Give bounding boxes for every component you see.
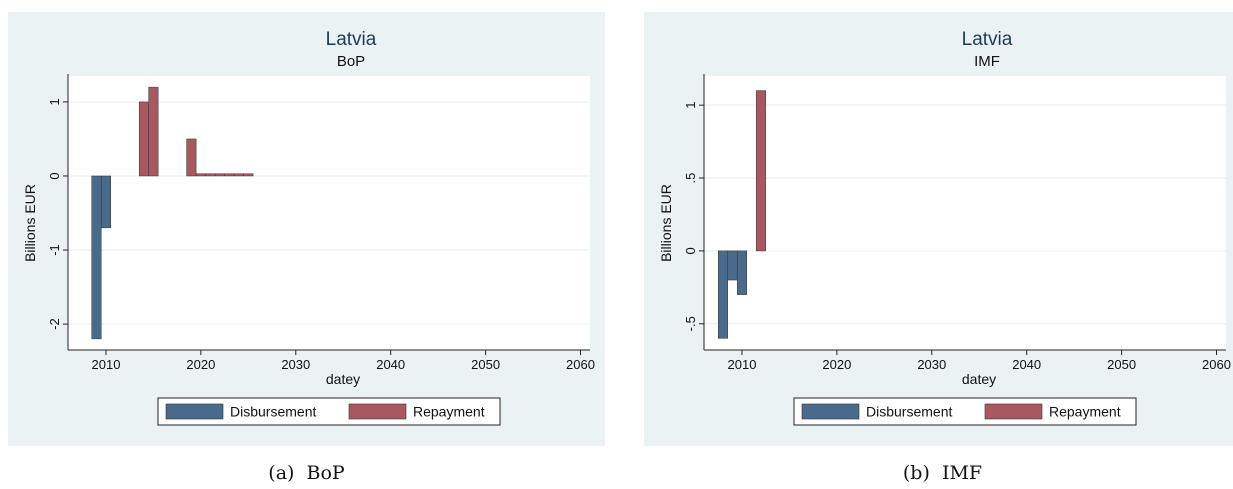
y-tick-label: .5 bbox=[683, 173, 698, 184]
legend-label-repayment: Repayment bbox=[413, 404, 485, 420]
bar-repayment bbox=[755, 90, 766, 252]
x-tick-label: 2010 bbox=[728, 357, 757, 372]
legend-swatch-repayment bbox=[348, 403, 407, 420]
chart-imf-svg: Latvia IMF -.5 0 .5 1 2010 2020 2030 2040 2050 2060… bbox=[658, 29, 1231, 426]
chart-panel-imf: Latvia IMF -.5 0 .5 1 2010 2020 2030 2040 2050 2060… bbox=[644, 12, 1233, 446]
y-axis-label: Billions EUR bbox=[658, 184, 674, 262]
chart-subtitle: IMF bbox=[974, 53, 1000, 70]
chart-panel-bop: Latvia BoP -2 -1 0 1 2010 2020 2030 2040 2050 2060 d… bbox=[8, 12, 605, 446]
bar-repayment bbox=[138, 101, 149, 177]
legend-swatch-disbursement bbox=[165, 403, 224, 420]
legend-label-disbursement: Disbursement bbox=[866, 404, 952, 420]
legend-swatch-disbursement bbox=[801, 403, 860, 420]
bar-repayment bbox=[205, 173, 216, 177]
figure-caption-a: (a) BoP bbox=[8, 462, 605, 484]
legend: Disbursement Repayment bbox=[157, 397, 501, 426]
bar-repayment bbox=[233, 173, 244, 177]
caption-text: BoP bbox=[306, 462, 345, 484]
bar-disbursement bbox=[91, 175, 102, 340]
y-tick-label: -2 bbox=[47, 318, 62, 330]
bar-disbursement bbox=[736, 250, 747, 295]
legend-label-repayment: Repayment bbox=[1049, 404, 1121, 420]
caption-label: (b) bbox=[902, 462, 930, 484]
bar-repayment bbox=[224, 173, 235, 177]
plot-area bbox=[704, 76, 1226, 350]
y-tick-label: 0 bbox=[47, 172, 62, 179]
bar-disbursement bbox=[717, 250, 728, 339]
chart-title: Latvia bbox=[962, 29, 1013, 50]
chart-title: Latvia bbox=[326, 29, 377, 50]
x-tick-label: 2020 bbox=[186, 357, 215, 372]
legend-swatch-repayment bbox=[984, 403, 1043, 420]
x-tick-label: 2060 bbox=[566, 357, 595, 372]
y-tick-label: 1 bbox=[47, 98, 62, 105]
y-tick-label: 0 bbox=[683, 247, 698, 254]
legend-label-disbursement: Disbursement bbox=[230, 404, 316, 420]
y-axis-label: Billions EUR bbox=[22, 184, 38, 262]
bar-repayment bbox=[214, 173, 225, 177]
chart-subtitle: BoP bbox=[337, 53, 365, 70]
x-tick-label: 2050 bbox=[471, 357, 500, 372]
y-tick-label: -1 bbox=[47, 244, 62, 256]
x-tick-label: 2010 bbox=[92, 357, 121, 372]
y-tick-label: -.5 bbox=[683, 316, 698, 331]
x-tick-label: 2020 bbox=[822, 357, 851, 372]
bar-repayment bbox=[243, 173, 254, 177]
x-axis-label: datey bbox=[326, 371, 360, 387]
x-tick-label: 2060 bbox=[1202, 357, 1231, 372]
x-tick-label: 2050 bbox=[1107, 357, 1136, 372]
caption-text: IMF bbox=[941, 462, 983, 484]
x-tick-label: 2030 bbox=[281, 357, 310, 372]
bar-disbursement bbox=[727, 250, 738, 281]
x-tick-label: 2030 bbox=[917, 357, 946, 372]
legend: Disbursement Repayment bbox=[793, 397, 1137, 426]
bar-repayment bbox=[186, 138, 197, 177]
x-axis-label: datey bbox=[962, 371, 996, 387]
bar-repayment bbox=[148, 86, 159, 177]
bar-repayment bbox=[195, 173, 206, 177]
figure-caption-b: (b) IMF bbox=[644, 462, 1233, 484]
x-tick-label: 2040 bbox=[376, 357, 405, 372]
x-tick-label: 2040 bbox=[1012, 357, 1041, 372]
caption-label: (a) bbox=[268, 462, 295, 484]
bar-disbursement bbox=[100, 175, 111, 229]
y-tick-label: 1 bbox=[683, 102, 698, 109]
chart-bop-svg: Latvia BoP -2 -1 0 1 2010 2020 2030 2040 2050 2060 d… bbox=[22, 29, 595, 426]
